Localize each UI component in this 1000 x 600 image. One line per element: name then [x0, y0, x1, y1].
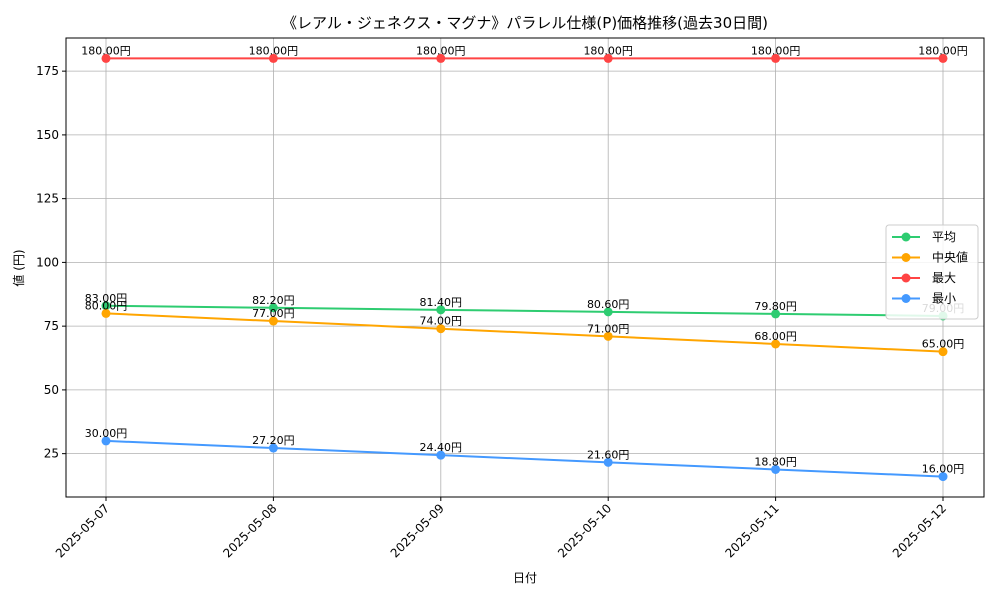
data-point: [603, 457, 613, 467]
data-label: 180.00円: [81, 44, 131, 57]
y-tick-label: 25: [44, 447, 59, 461]
data-label: 180.00円: [249, 44, 299, 57]
x-tick-label: 2025-05-10: [555, 501, 614, 560]
data-label: 27.20円: [252, 434, 295, 447]
data-label: 24.40円: [420, 441, 463, 454]
data-labels: 83.00円82.20円81.40円80.60円79.80円79.00円80.0…: [81, 44, 968, 475]
legend-marker: [901, 232, 911, 242]
plot-area: [66, 38, 984, 497]
data-label: 65.00円: [922, 338, 965, 351]
y-tick-label: 100: [36, 255, 59, 269]
data-label: 83.00円: [85, 292, 128, 305]
data-point: [938, 472, 948, 482]
legend-label: 最小: [932, 292, 956, 306]
y-tick-label: 125: [36, 192, 59, 206]
legend-marker: [901, 294, 911, 303]
legend-label: 中央値: [932, 250, 968, 265]
data-point: [436, 450, 446, 460]
data-point: [268, 443, 278, 453]
data-label: 79.80円: [754, 300, 797, 313]
data-label: 71.00円: [587, 322, 630, 335]
data-label: 74.00円: [420, 315, 463, 328]
data-label: 81.40円: [420, 296, 463, 309]
x-tick-label: 2025-05-08: [220, 501, 279, 560]
legend-label: 最大: [932, 271, 956, 285]
data-point: [101, 436, 111, 446]
data-label: 30.00円: [85, 427, 128, 440]
data-point: [268, 316, 278, 326]
data-point: [603, 53, 613, 63]
legend-marker: [901, 273, 911, 283]
data-point: [771, 53, 781, 63]
x-tick-label: 2025-05-07: [53, 501, 112, 560]
data-label: 16.00円: [922, 463, 965, 476]
y-tick-label: 150: [36, 128, 59, 142]
series-line: [105, 312, 944, 353]
x-tick-label: 2025-05-09: [388, 501, 447, 560]
data-label: 80.00円: [85, 299, 128, 312]
data-point: [771, 464, 781, 474]
x-axis-label: 日付: [513, 571, 537, 585]
x-tick-label: 2025-05-12: [890, 501, 949, 560]
y-axis-label: 値 (円): [11, 249, 26, 286]
data-point: [771, 309, 781, 319]
legend-label: 平均: [932, 230, 956, 244]
series-line: [105, 439, 944, 478]
data-label: 82.20円: [252, 294, 295, 307]
data-point: [603, 307, 613, 317]
y-tick-label: 75: [44, 319, 59, 333]
data-point: [436, 305, 446, 315]
data-point: [436, 324, 446, 334]
data-label: 77.00円: [252, 307, 295, 320]
x-axis-ticks: 2025-05-07 2025-05-08 2025-05-09 2025-05-10…: [53, 497, 949, 560]
chart-title: 《レアル・ジェネクス・マグナ》パラレル仕様(P)価格推移(過去30日間): [282, 14, 768, 32]
data-point: [268, 53, 278, 63]
data-point: [603, 331, 613, 341]
data-point: [938, 53, 948, 63]
legend-marker: [901, 253, 911, 262]
y-axis-ticks: 25 50 75 100 125 150 175: [36, 64, 66, 461]
data-point: [101, 301, 111, 311]
data-point: [938, 347, 948, 357]
y-tick-label: 50: [44, 383, 59, 397]
series-line: [105, 304, 944, 317]
data-label: 180.00円: [416, 44, 466, 57]
data-label: 68.00円: [754, 330, 797, 343]
data-label: 80.60円: [587, 298, 630, 311]
data-label: 21.60円: [587, 448, 630, 461]
y-tick-label: 175: [36, 64, 59, 78]
data-label: 180.00円: [583, 44, 633, 57]
data-point: [101, 308, 111, 318]
data-label: 180.00円: [751, 44, 801, 57]
data-label: 180.00円: [918, 44, 968, 57]
data-point: [436, 53, 446, 63]
data-point: [268, 303, 278, 313]
data-label: 18.80円: [754, 455, 797, 468]
data-point: [771, 339, 781, 349]
data-point: [101, 53, 111, 63]
x-tick-label: 2025-05-11: [723, 501, 782, 560]
plot-frame: [65, 37, 985, 498]
